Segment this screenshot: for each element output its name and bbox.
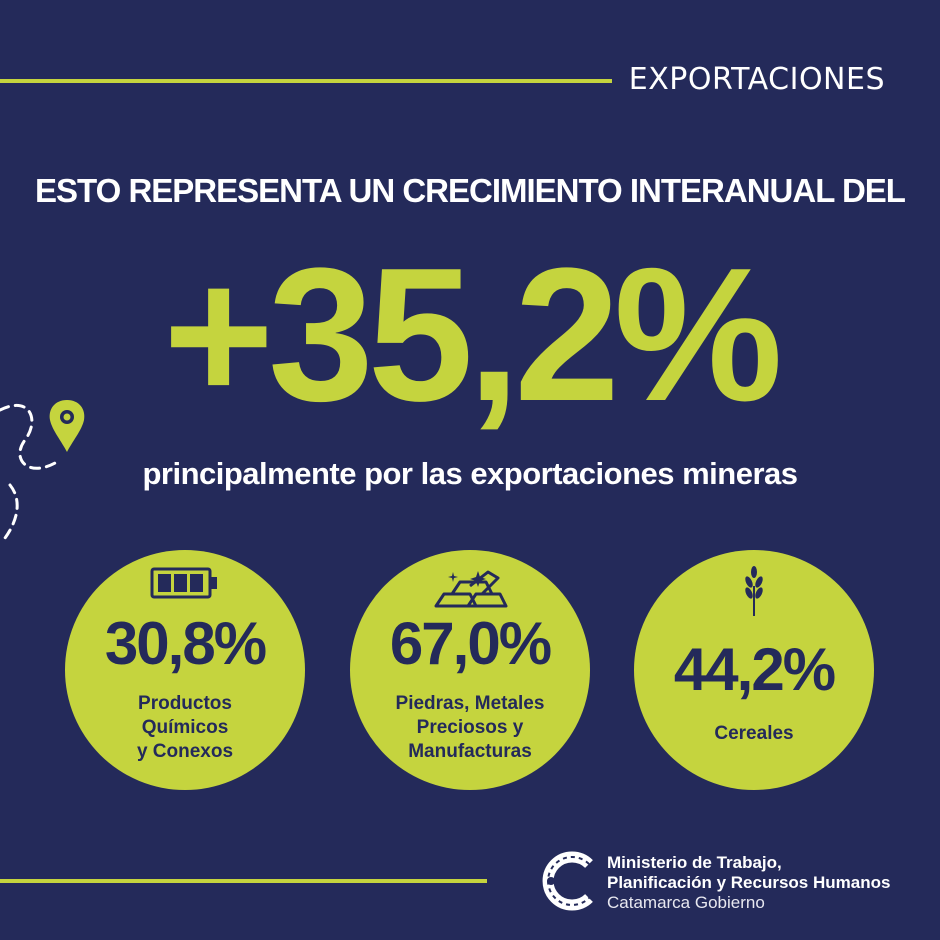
wheat-icon <box>745 566 763 616</box>
top-accent-line <box>0 79 612 83</box>
stat-cereales: 44,2% Cereales <box>634 550 874 790</box>
growth-percentage: +35,2% <box>163 229 783 441</box>
org-line-1: Ministerio de Trabajo, <box>607 853 782 872</box>
organization-name: Ministerio de Trabajo, Planificación y R… <box>607 853 890 913</box>
dashed-path-decoration <box>0 400 85 540</box>
location-pin-icon <box>49 400 85 452</box>
stat-label: Piedras, Metales Preciosos y Manufactura… <box>395 693 545 762</box>
stat-productos-quimicos: 30,8% Productos Químicos y Conexos <box>65 550 305 790</box>
org-line-2: Planificación y Recursos Humanos <box>607 873 891 892</box>
headline: ESTO REPRESENTA UN CRECIMIENTO INTERANUA… <box>35 172 906 209</box>
stat-value: 44,2% <box>673 636 836 703</box>
bottom-accent-line <box>0 879 487 883</box>
section-title: EXPORTACIONES <box>628 62 885 97</box>
stat-label: Productos Químicos y Conexos <box>136 693 234 762</box>
catamarca-logo-icon <box>542 851 593 911</box>
stat-value: 30,8% <box>104 610 267 677</box>
battery-icon <box>150 567 217 599</box>
gold-bars-icon <box>434 570 508 608</box>
stat-piedras-metales: 67,0% Piedras, Metales Preciosos y Manuf… <box>350 550 590 790</box>
org-line-3: Catamarca Gobierno <box>607 893 765 912</box>
subheadline: principalmente por las exportaciones min… <box>142 456 798 491</box>
stat-value: 67,0% <box>389 610 552 677</box>
stat-label: Cereales <box>714 723 794 744</box>
